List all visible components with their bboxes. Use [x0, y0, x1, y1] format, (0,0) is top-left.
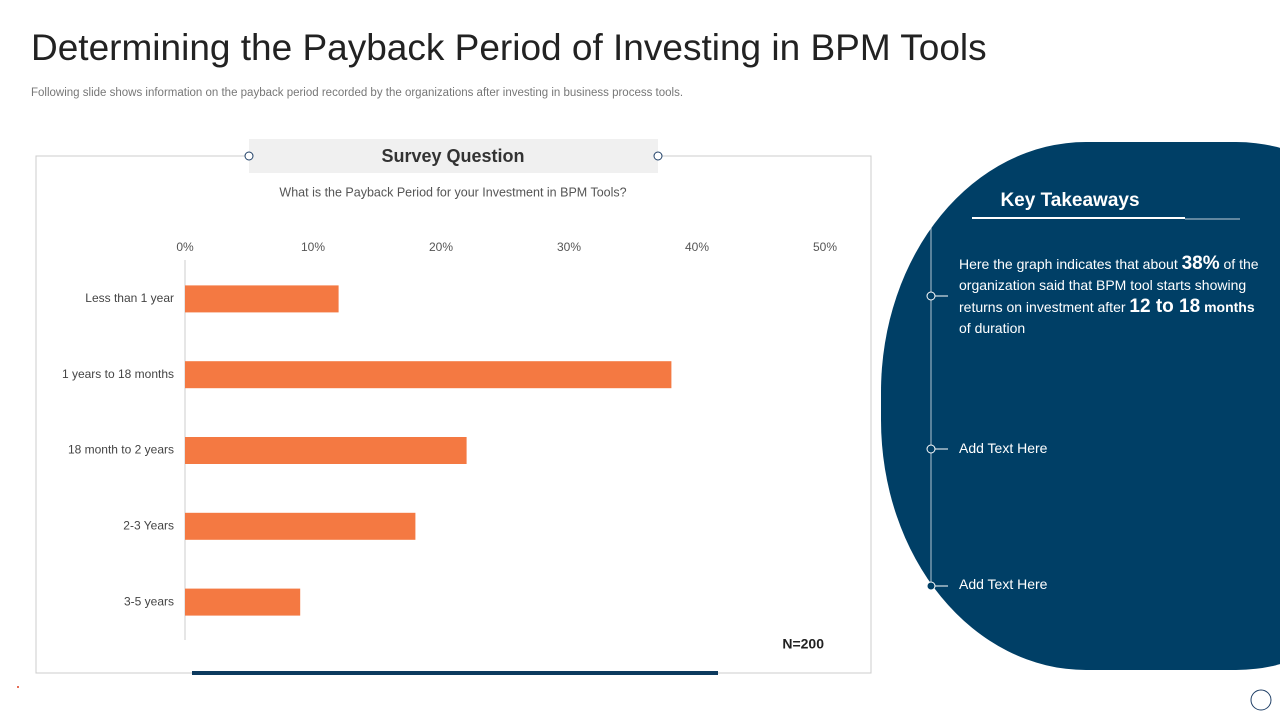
y-tick-label: 18 month to 2 years: [68, 443, 174, 457]
takeaway: Add Text Here: [959, 438, 1259, 459]
text: Add Text Here: [959, 576, 1048, 592]
accent-bar: [192, 671, 718, 675]
x-tick-label: 10%: [301, 240, 325, 254]
y-tick-label: 1 years to 18 months: [62, 367, 174, 381]
subtitle: Following slide shows information on the…: [31, 87, 683, 99]
bar: [185, 361, 672, 389]
chart-title: What is the Payback Period for your Inve…: [279, 185, 626, 199]
sample-note: N=200: [782, 636, 824, 652]
takeaway: Here the graph indicates that about 38% …: [959, 253, 1259, 339]
survey-label: Survey Question: [381, 146, 524, 166]
x-tick-label: 30%: [557, 240, 581, 254]
connector: [244, 151, 254, 161]
dot: [17, 686, 19, 688]
bar: [185, 437, 467, 464]
highlight: 38%: [1181, 253, 1220, 274]
bar: [185, 285, 339, 313]
timeline-nodes: [926, 291, 948, 591]
bar: [185, 512, 416, 540]
page-icon: [1250, 689, 1272, 711]
text: of the organization said that BPM tool s…: [959, 256, 1259, 315]
takeaway-title: Key Takeaways: [1000, 190, 1139, 211]
takeaway: Add Text Here: [959, 574, 1259, 595]
title: Determining the Payback Period of Invest…: [31, 27, 987, 68]
connector: [653, 151, 663, 161]
y-tick-label: 2-3 Years: [123, 518, 174, 532]
bar: [185, 588, 301, 616]
text: Add Text Here: [959, 440, 1048, 456]
x-tick-label: 40%: [685, 240, 709, 254]
highlight: 12 to 18: [1129, 296, 1201, 317]
x-tick-label: 0%: [176, 240, 194, 254]
takeaway-panel: [881, 142, 1280, 670]
highlight: months: [1200, 299, 1255, 315]
x-tick-label: 50%: [813, 240, 837, 254]
y-tick-label: Less than 1 year: [85, 291, 174, 305]
survey-label-box: [249, 139, 658, 173]
y-tick-label: 3-5 years: [124, 594, 174, 608]
x-tick-label: 20%: [429, 240, 453, 254]
text: Here the graph indicates that about: [959, 256, 1182, 272]
text: of duration: [959, 320, 1026, 336]
